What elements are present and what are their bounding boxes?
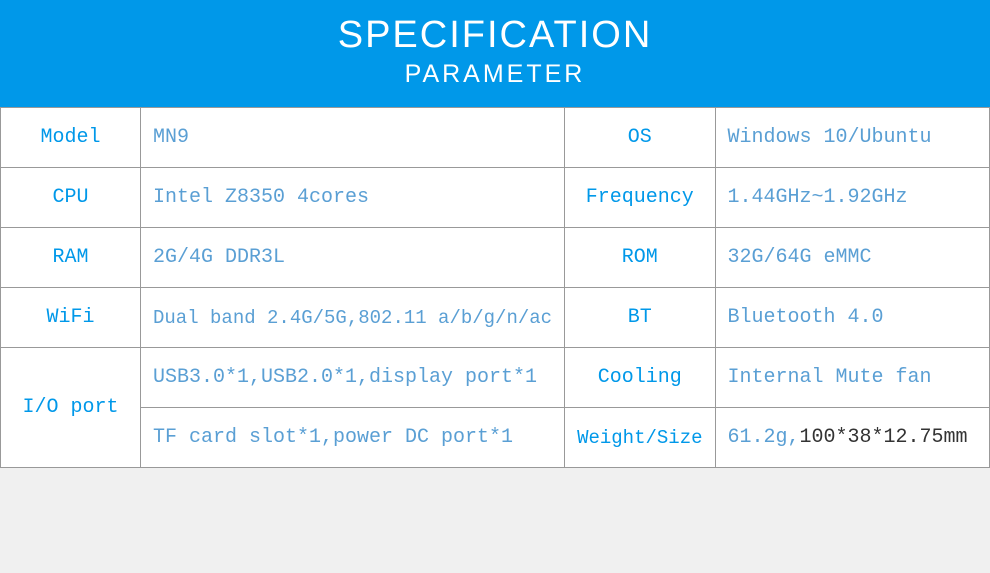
label-frequency: Frequency <box>565 168 715 228</box>
label-rom: ROM <box>565 228 715 288</box>
label-ram: RAM <box>1 228 141 288</box>
value-ram: 2G/4G DDR3L <box>141 228 565 288</box>
value-rom: 32G/64G eMMC <box>715 228 990 288</box>
value-ioport-line2: TF card slot*1,power DC port*1 <box>141 408 565 468</box>
value-frequency: 1.44GHz~1.92GHz <box>715 168 990 228</box>
value-bt: Bluetooth 4.0 <box>715 288 990 348</box>
label-cooling: Cooling <box>565 348 715 408</box>
table-row: Model MN9 OS Windows 10/Ubuntu <box>1 108 990 168</box>
table-row: RAM 2G/4G DDR3L ROM 32G/64G eMMC <box>1 228 990 288</box>
spec-table: Model MN9 OS Windows 10/Ubuntu CPU Intel… <box>0 107 990 468</box>
spec-sheet: SPECIFICATION PARAMETER Model MN9 OS Win… <box>0 0 990 468</box>
header: SPECIFICATION PARAMETER <box>0 0 990 107</box>
label-wifi: WiFi <box>1 288 141 348</box>
table-row: CPU Intel Z8350 4cores Frequency 1.44GHz… <box>1 168 990 228</box>
value-ioport-line1: USB3.0*1,USB2.0*1,display port*1 <box>141 348 565 408</box>
label-bt: BT <box>565 288 715 348</box>
label-model: Model <box>1 108 141 168</box>
label-os: OS <box>565 108 715 168</box>
label-weightsize: Weight/Size <box>565 408 715 468</box>
value-wifi: Dual band 2.4G/5G,802.11 a/b/g/n/ac <box>141 288 565 348</box>
value-cooling: Internal Mute fan <box>715 348 990 408</box>
value-model: MN9 <box>141 108 565 168</box>
label-cpu: CPU <box>1 168 141 228</box>
weightsize-part2: 100*38*12.75mm <box>800 426 968 449</box>
weightsize-part1: 61.2g, <box>728 426 800 449</box>
header-subtitle: PARAMETER <box>0 60 990 89</box>
table-row: I/O port USB3.0*1,USB2.0*1,display port*… <box>1 348 990 408</box>
value-cpu: Intel Z8350 4cores <box>141 168 565 228</box>
label-ioport: I/O port <box>1 348 141 468</box>
value-os: Windows 10/Ubuntu <box>715 108 990 168</box>
table-row: TF card slot*1,power DC port*1 Weight/Si… <box>1 408 990 468</box>
value-weightsize: 61.2g,100*38*12.75mm <box>715 408 990 468</box>
header-title: SPECIFICATION <box>0 14 990 57</box>
table-row: WiFi Dual band 2.4G/5G,802.11 a/b/g/n/ac… <box>1 288 990 348</box>
